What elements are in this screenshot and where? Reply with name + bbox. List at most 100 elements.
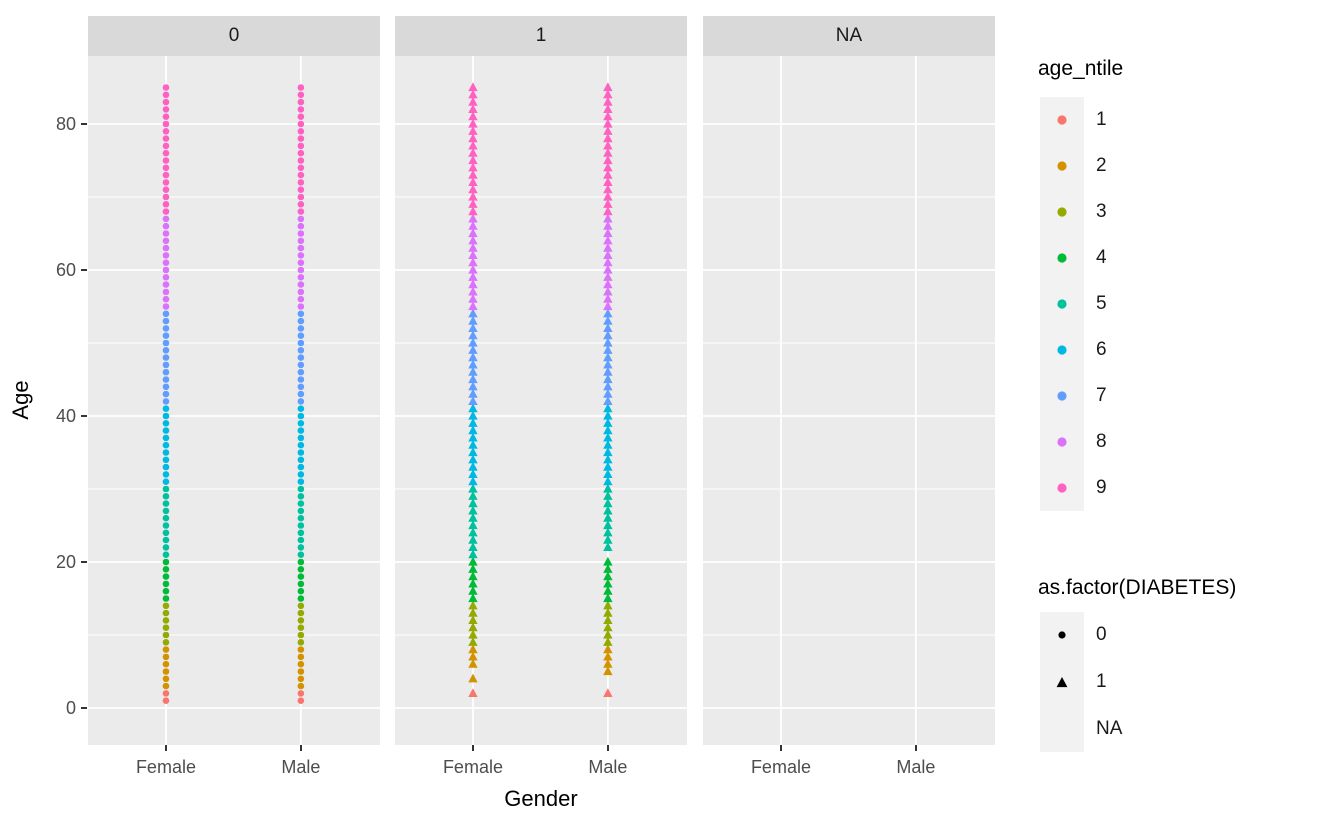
point xyxy=(297,91,305,99)
point xyxy=(162,617,170,624)
point xyxy=(162,580,170,588)
point xyxy=(468,250,478,259)
point xyxy=(297,595,305,602)
point xyxy=(468,272,478,281)
point xyxy=(603,491,613,500)
point xyxy=(468,264,478,274)
point xyxy=(162,376,170,383)
point xyxy=(162,441,170,449)
point xyxy=(162,551,170,558)
point xyxy=(162,529,170,537)
point xyxy=(603,483,613,493)
point xyxy=(603,388,613,398)
point xyxy=(297,259,305,266)
point xyxy=(162,84,170,91)
point xyxy=(468,688,478,697)
point xyxy=(468,513,478,522)
point xyxy=(468,571,478,581)
x-tick-label: Male xyxy=(588,757,628,777)
point xyxy=(603,148,613,157)
point xyxy=(297,660,305,668)
point xyxy=(162,522,170,529)
point xyxy=(162,179,170,186)
point xyxy=(603,534,613,544)
point xyxy=(162,120,170,128)
panel-canvas xyxy=(88,56,380,745)
point xyxy=(603,447,613,457)
point xyxy=(297,587,305,595)
point xyxy=(603,418,613,427)
point xyxy=(468,659,478,668)
point xyxy=(468,410,478,420)
point xyxy=(297,222,305,230)
point xyxy=(297,354,305,361)
point xyxy=(468,469,478,478)
point xyxy=(468,374,478,384)
point xyxy=(162,259,170,266)
point xyxy=(603,213,613,223)
point xyxy=(468,388,478,398)
point xyxy=(297,441,305,449)
point xyxy=(297,529,305,537)
point xyxy=(468,367,478,376)
point xyxy=(468,345,478,354)
point xyxy=(468,177,478,186)
point xyxy=(297,237,305,245)
point xyxy=(603,272,613,281)
point xyxy=(468,213,478,223)
point xyxy=(603,615,613,624)
point xyxy=(297,383,305,391)
point xyxy=(603,104,613,113)
point xyxy=(297,566,305,573)
point xyxy=(297,106,305,113)
point xyxy=(162,128,170,135)
point xyxy=(603,118,613,128)
point xyxy=(468,461,478,471)
y-tick-mark xyxy=(81,707,87,709)
point xyxy=(468,564,478,573)
legend-key-dot-icon xyxy=(1057,483,1067,493)
point xyxy=(468,607,478,617)
point xyxy=(468,520,478,530)
point xyxy=(468,432,478,442)
point xyxy=(297,215,305,223)
point xyxy=(297,361,305,369)
point xyxy=(468,622,478,632)
point xyxy=(297,631,305,639)
point xyxy=(603,235,613,245)
point xyxy=(162,201,170,208)
point xyxy=(162,142,170,150)
point xyxy=(468,323,478,332)
point xyxy=(162,646,170,653)
point xyxy=(603,586,613,595)
point xyxy=(468,118,478,128)
point xyxy=(162,303,170,310)
point xyxy=(297,252,305,259)
point xyxy=(603,381,613,391)
point xyxy=(603,556,613,566)
point xyxy=(162,682,170,690)
point xyxy=(297,142,305,150)
point xyxy=(468,651,478,661)
point xyxy=(162,412,170,420)
point xyxy=(603,622,613,632)
point xyxy=(603,228,613,238)
point xyxy=(162,485,170,493)
point xyxy=(468,257,478,267)
point xyxy=(468,447,478,457)
facet-strip: 0 xyxy=(88,16,380,56)
point xyxy=(162,383,170,391)
point xyxy=(162,471,170,478)
point xyxy=(162,325,170,332)
y-tick-mark xyxy=(81,415,87,417)
point xyxy=(468,586,478,595)
point xyxy=(468,184,478,194)
point xyxy=(297,536,305,544)
point xyxy=(603,315,613,325)
point xyxy=(468,673,478,683)
point xyxy=(603,564,613,573)
point xyxy=(468,126,478,135)
point xyxy=(603,454,613,464)
point xyxy=(603,359,613,369)
color-legend-key xyxy=(1057,391,1067,401)
